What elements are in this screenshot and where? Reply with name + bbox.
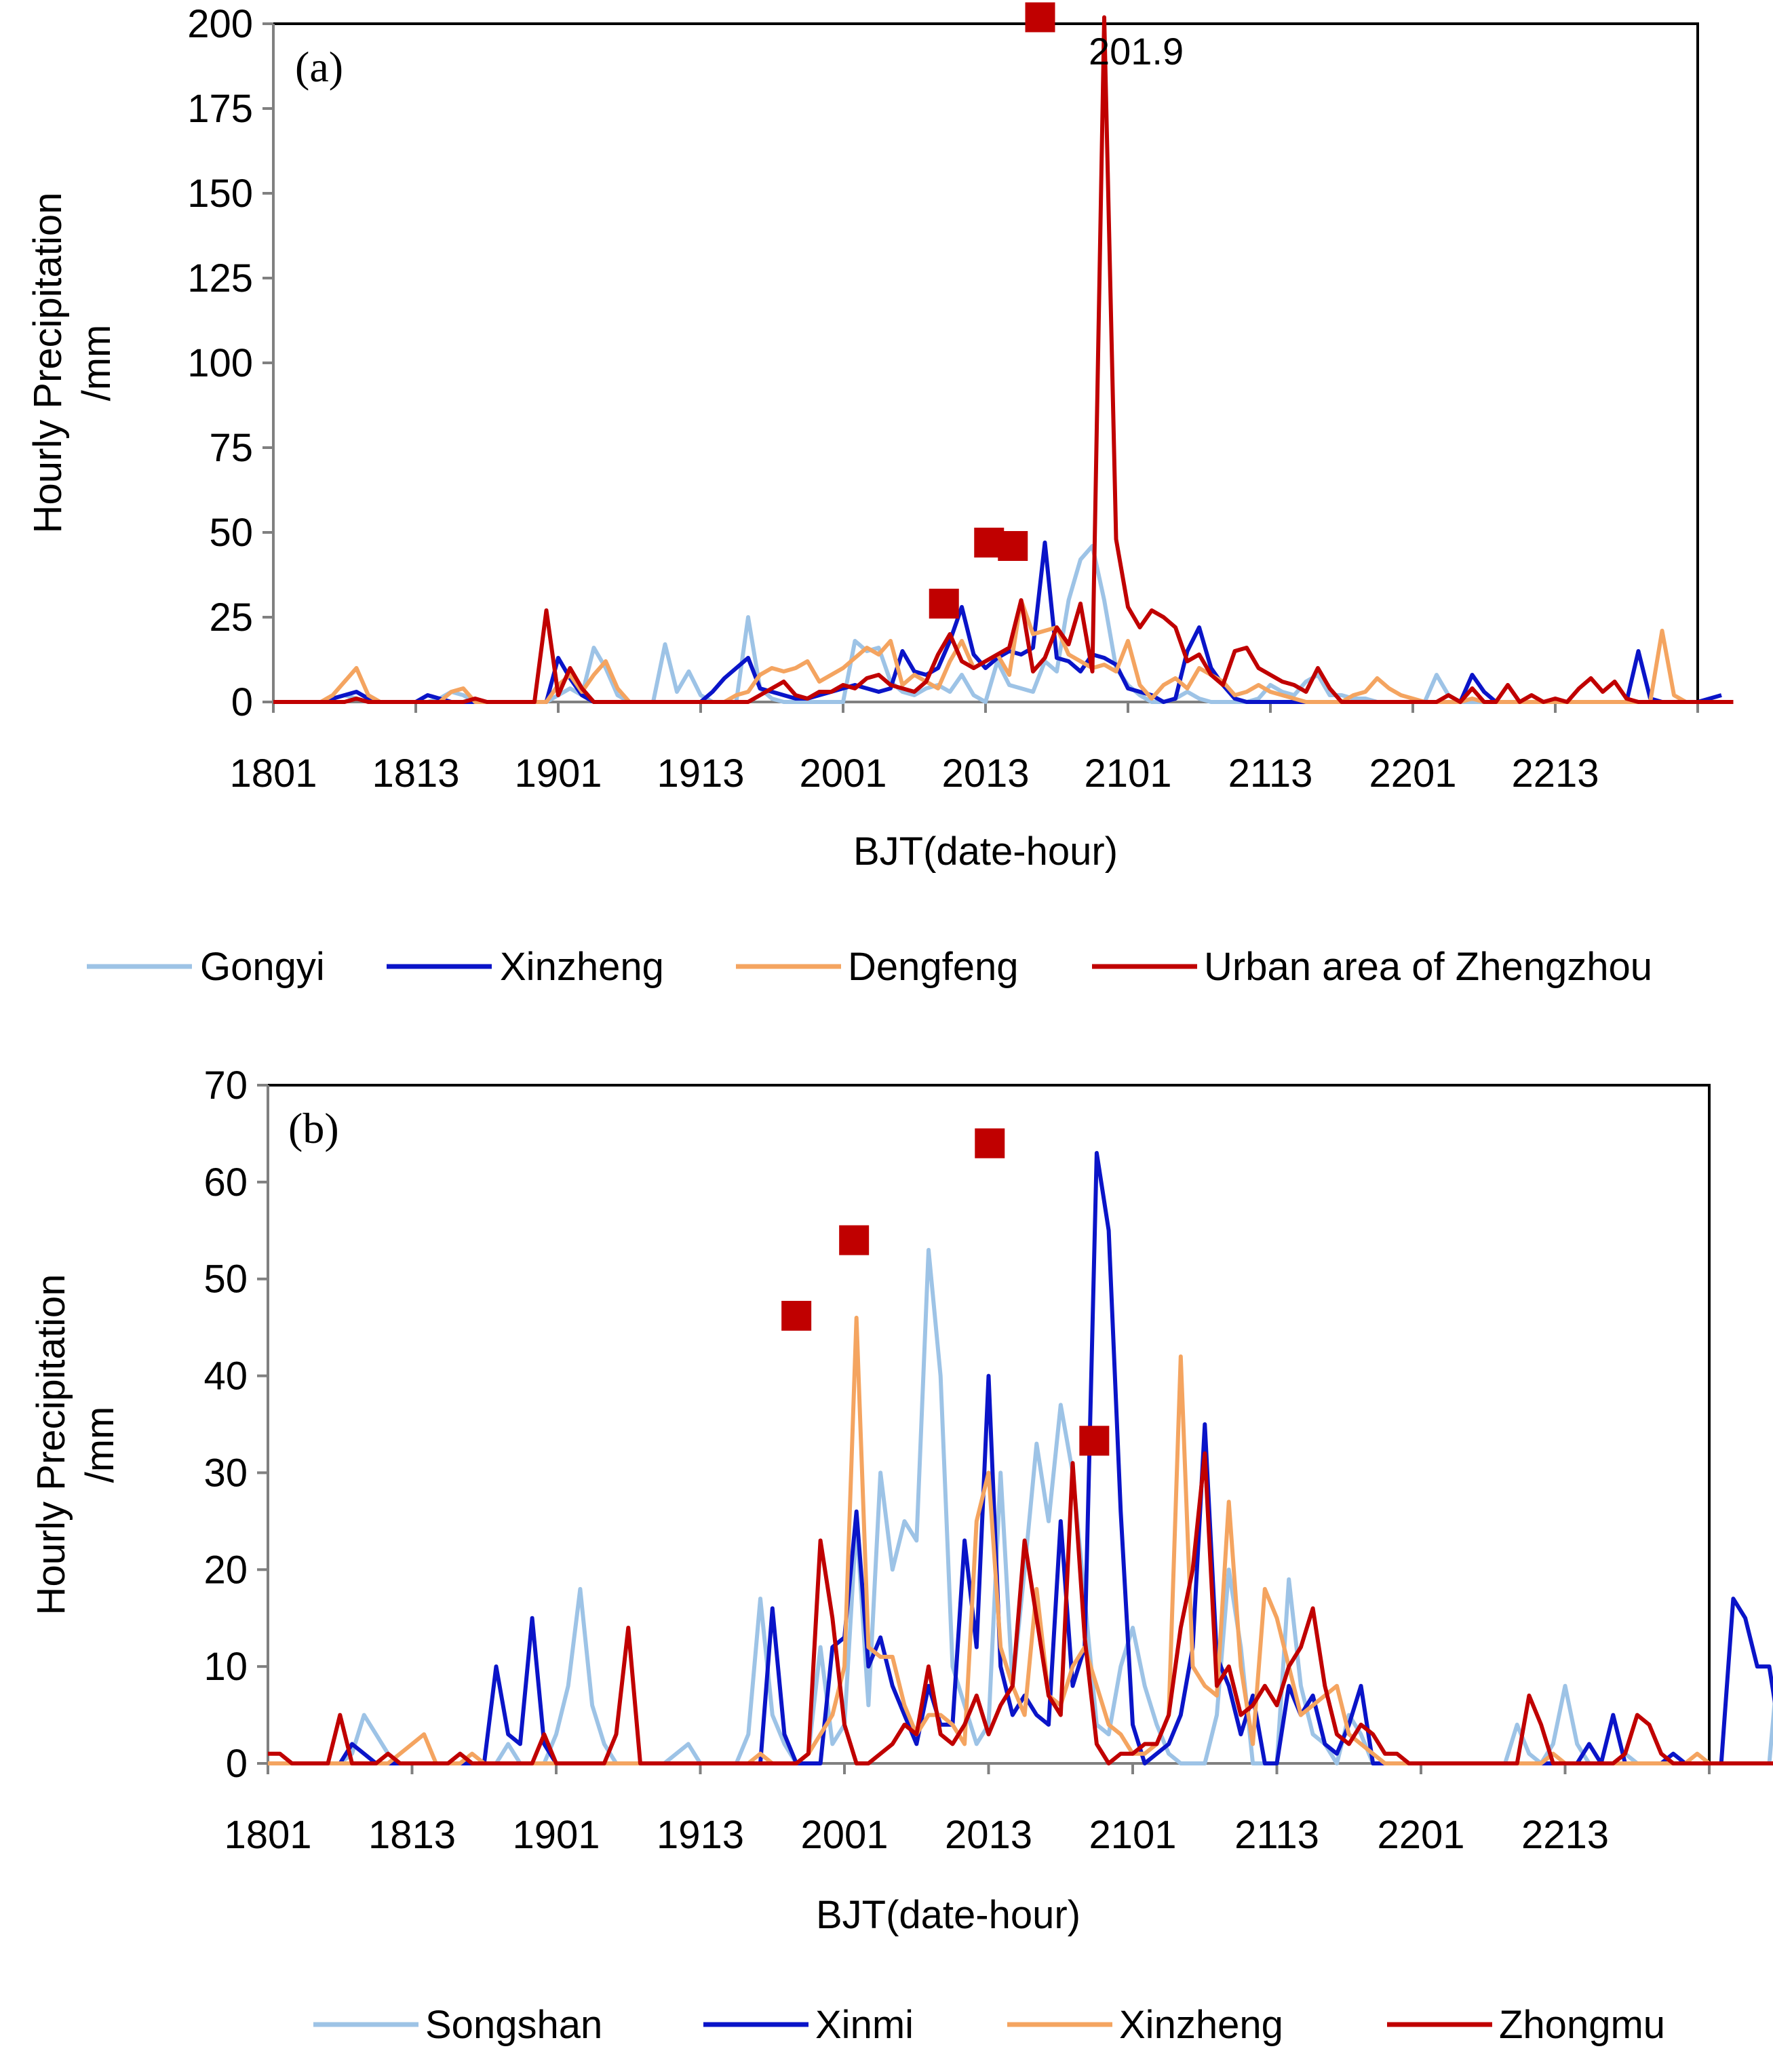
x-tick-label: 2113 bbox=[1234, 1813, 1319, 1857]
series-line-xinzheng bbox=[273, 541, 1722, 704]
y-tick-label: 30 bbox=[203, 1451, 248, 1495]
y-tick-label: 40 bbox=[203, 1354, 248, 1399]
legend-label: Xinzheng bbox=[500, 945, 664, 989]
x-tick-label: 2013 bbox=[941, 751, 1029, 796]
y-tick-label: 50 bbox=[203, 1257, 248, 1302]
series-lines-b bbox=[268, 1151, 1773, 1765]
x-tick-label: 1801 bbox=[229, 751, 317, 796]
y-axis-title-b: Hourly Precipitation bbox=[29, 1274, 73, 1616]
x-ticks-a: 1801 1813 1901 1913 2001 2013 2101 2113 2201 2213 bbox=[229, 702, 1699, 796]
y-tick-label: 50 bbox=[209, 511, 253, 555]
legend-label: Xinmi bbox=[815, 2003, 914, 2047]
panel-label-a: (a) bbox=[295, 43, 343, 91]
y-tick-label: 175 bbox=[187, 87, 253, 131]
y-ticks-a: 0 25 50 75 100 125 150 175 200 bbox=[187, 2, 273, 724]
x-tick-label: 2201 bbox=[1369, 751, 1456, 796]
peak-markers-b bbox=[781, 1128, 1110, 1456]
legend-label: Songshan bbox=[425, 2003, 602, 2047]
y-tick-label: 150 bbox=[187, 172, 253, 216]
peak-marker bbox=[975, 1128, 1005, 1158]
series-line-gongyi bbox=[273, 544, 1698, 704]
peak-annotation: 201.9 bbox=[1089, 30, 1184, 73]
legend-label: Xinzheng bbox=[1119, 2003, 1283, 2047]
legend-a: Gongyi Xinzheng Dengfeng Urban area of Z… bbox=[87, 945, 1652, 989]
x-tick-label: 2013 bbox=[945, 1813, 1032, 1857]
y-tick-label: 25 bbox=[209, 595, 253, 640]
y-tick-label: 100 bbox=[187, 341, 253, 385]
y-ticks-b: 0 10 20 30 40 50 60 70 bbox=[203, 1063, 268, 1786]
x-tick-label: 2101 bbox=[1084, 751, 1171, 796]
x-tick-label: 2101 bbox=[1089, 1813, 1176, 1857]
y-tick-label: 125 bbox=[187, 256, 253, 300]
series-line-zhongmu bbox=[268, 1451, 1773, 1765]
y-tick-label: 0 bbox=[231, 680, 253, 724]
x-tick-label: 2201 bbox=[1377, 1813, 1464, 1857]
y-tick-label: 10 bbox=[203, 1645, 248, 1689]
y-tick-label: 0 bbox=[226, 1742, 248, 1786]
x-tick-label: 1801 bbox=[224, 1813, 311, 1857]
peak-marker bbox=[929, 589, 959, 619]
x-axis-title-a: BJT(date-hour) bbox=[853, 829, 1118, 874]
x-tick-label: 2113 bbox=[1228, 751, 1313, 796]
x-tick-label: 1901 bbox=[514, 751, 602, 796]
panel-label-b: (b) bbox=[288, 1104, 339, 1152]
legend-b: Songshan Xinmi Xinzheng Zhongmu bbox=[313, 2003, 1665, 2047]
peak-marker bbox=[1025, 2, 1055, 33]
y-axis-unit-b: /mm bbox=[78, 1407, 122, 1483]
series-line-urban-area-of-zhengzhou bbox=[273, 15, 1734, 704]
y-axis-unit-a: /mm bbox=[75, 325, 119, 402]
series-line-xinmi bbox=[268, 1151, 1773, 1765]
peak-marker bbox=[781, 1301, 812, 1331]
x-tick-label: 1813 bbox=[372, 751, 459, 796]
peak-markers-a bbox=[929, 2, 1055, 619]
legend-label: Zhongmu bbox=[1499, 2003, 1665, 2047]
x-axis-title-b: BJT(date-hour) bbox=[816, 1893, 1080, 1937]
y-tick-label: 200 bbox=[187, 2, 253, 46]
x-tick-label: 2001 bbox=[800, 1813, 888, 1857]
x-tick-label: 2213 bbox=[1511, 751, 1599, 796]
series-lines-a bbox=[273, 15, 1734, 704]
chart-panel-b: 0 10 20 30 40 50 60 70 1801 1813 1901 1913 2001 2013… bbox=[29, 1063, 1773, 2047]
x-tick-label: 2213 bbox=[1521, 1813, 1609, 1857]
x-tick-label: 1901 bbox=[512, 1813, 600, 1857]
series-line-dengfeng bbox=[273, 598, 1698, 704]
legend-label: Dengfeng bbox=[848, 945, 1019, 989]
x-tick-label: 1913 bbox=[657, 1813, 744, 1857]
peak-marker bbox=[1079, 1426, 1110, 1456]
legend-label: Gongyi bbox=[200, 945, 325, 989]
x-tick-label: 2001 bbox=[799, 751, 886, 796]
chart-panel-a: 0 25 50 75 100 125 150 175 200 1801 1813 1901 1913 2… bbox=[26, 2, 1734, 989]
peak-marker bbox=[839, 1225, 870, 1255]
x-tick-label: 1913 bbox=[657, 751, 744, 796]
y-tick-label: 60 bbox=[203, 1160, 248, 1205]
x-tick-label: 1813 bbox=[368, 1813, 456, 1857]
peak-marker bbox=[998, 531, 1028, 561]
y-tick-label: 70 bbox=[203, 1063, 248, 1108]
y-tick-label: 75 bbox=[209, 426, 253, 470]
y-tick-label: 20 bbox=[203, 1548, 248, 1592]
legend-label: Urban area of Zhengzhou bbox=[1204, 945, 1652, 989]
x-ticks-b: 1801 1813 1901 1913 2001 2013 2101 2113 2201 2213 bbox=[224, 1763, 1711, 1857]
plot-frame-a bbox=[272, 22, 1699, 703]
y-axis-title-a: Hourly Precipitation bbox=[26, 193, 70, 534]
